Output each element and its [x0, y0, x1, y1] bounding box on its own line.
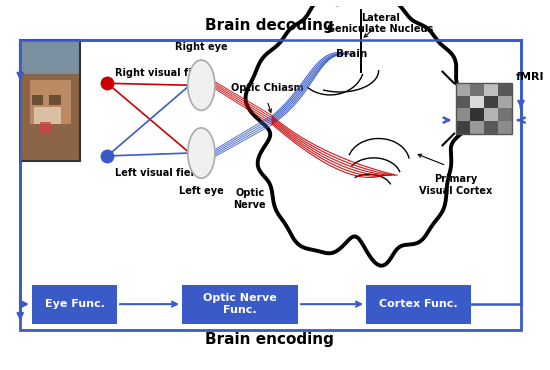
- Text: Primary
Visual Cortex: Primary Visual Cortex: [420, 174, 493, 196]
- Bar: [470, 96, 484, 108]
- Bar: [30, 80, 70, 124]
- Text: Brain decoding: Brain decoding: [205, 18, 333, 33]
- Bar: [498, 121, 512, 134]
- Polygon shape: [245, 0, 478, 266]
- Bar: [456, 96, 470, 108]
- Bar: [456, 83, 512, 134]
- Text: Left eye: Left eye: [179, 186, 224, 196]
- Bar: [484, 83, 498, 96]
- Bar: [20, 40, 80, 161]
- Text: Lateral
Geniculate Nucleus: Lateral Geniculate Nucleus: [327, 13, 433, 34]
- Bar: [456, 121, 470, 134]
- Bar: [32, 95, 43, 105]
- Bar: [470, 108, 484, 121]
- Bar: [484, 121, 498, 134]
- Text: Optic Chiasm: Optic Chiasm: [231, 83, 304, 93]
- Bar: [34, 107, 61, 124]
- Bar: [484, 96, 498, 108]
- Bar: [182, 285, 298, 323]
- Bar: [498, 83, 512, 96]
- Bar: [498, 108, 512, 121]
- Bar: [456, 108, 470, 121]
- Bar: [50, 95, 61, 105]
- Bar: [20, 74, 80, 161]
- Ellipse shape: [188, 128, 215, 178]
- Bar: [40, 122, 51, 134]
- Bar: [20, 40, 80, 114]
- Text: fMRI: fMRI: [516, 72, 544, 82]
- Bar: [498, 96, 512, 108]
- Text: Optic
Nerve: Optic Nerve: [233, 188, 266, 209]
- Text: Right visual field: Right visual field: [115, 68, 209, 78]
- Bar: [470, 83, 484, 96]
- Text: Cortex Func.: Cortex Func.: [379, 299, 458, 309]
- Bar: [366, 285, 471, 323]
- Text: Brain encoding: Brain encoding: [205, 332, 333, 347]
- Text: Left visual field: Left visual field: [115, 168, 201, 178]
- Text: Optic Nerve
Func.: Optic Nerve Func.: [203, 293, 277, 315]
- Bar: [470, 121, 484, 134]
- Bar: [20, 40, 521, 330]
- Ellipse shape: [188, 60, 215, 110]
- Bar: [484, 108, 498, 121]
- Text: Eye Func.: Eye Func.: [45, 299, 104, 309]
- Bar: [32, 285, 117, 323]
- Text: Right eye: Right eye: [175, 42, 228, 52]
- Text: Brain: Brain: [336, 49, 367, 59]
- Bar: [456, 83, 470, 96]
